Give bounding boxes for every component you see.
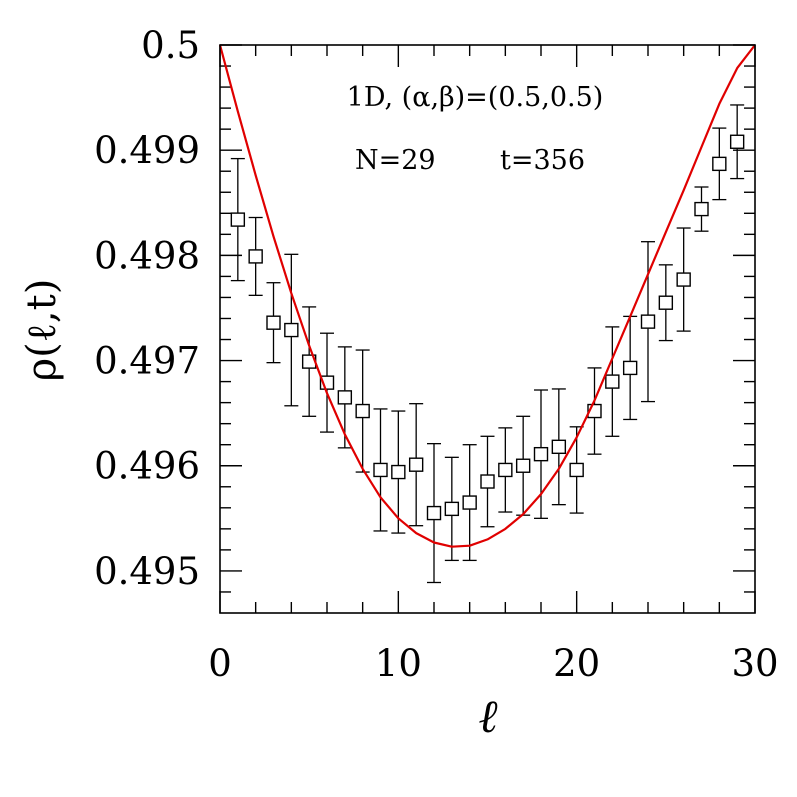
data-point	[569, 462, 584, 478]
error-bar	[551, 388, 566, 506]
data-point	[676, 272, 691, 287]
data-point	[230, 212, 246, 227]
data-point	[373, 462, 388, 478]
data-point	[622, 360, 638, 376]
error-bar	[712, 127, 727, 201]
x-axis-title: ℓ	[478, 689, 498, 743]
ticks-layer	[219, 44, 756, 613]
data-point	[337, 390, 353, 405]
annotation-size: N=29	[355, 145, 436, 176]
error-bar	[427, 443, 441, 584]
data-point	[712, 156, 727, 172]
x-tick-label: 30	[731, 642, 778, 685]
error-bar	[391, 410, 406, 534]
y-tick-label: 0.5	[141, 24, 200, 67]
error-bar	[248, 216, 263, 296]
data-point	[498, 462, 513, 478]
data-point	[640, 314, 656, 329]
error-bar	[373, 408, 388, 532]
data-point	[480, 474, 495, 489]
data-point	[533, 446, 549, 462]
error-bar	[337, 346, 352, 449]
error-bar	[355, 349, 370, 473]
data-point	[355, 403, 370, 419]
fit-curve-layer	[218, 44, 756, 548]
error-bar	[480, 435, 495, 528]
error-bar	[498, 427, 513, 513]
data-point	[605, 374, 620, 389]
data-point	[266, 315, 281, 330]
error-bar	[694, 186, 709, 232]
error-bar	[641, 241, 655, 403]
data-point	[587, 403, 602, 419]
x-tick-label: 20	[553, 642, 600, 685]
error-bar	[409, 403, 424, 527]
data-point	[444, 501, 460, 517]
y-tick-label: 0.498	[94, 234, 200, 277]
data-point	[729, 134, 745, 149]
error-bar	[730, 104, 745, 180]
tick-labels-layer: 0 10 20 30 0.495 0.496 0.497 0.498 0.499 0.5	[94, 24, 778, 685]
error-bar	[676, 227, 691, 332]
plot-frame	[219, 44, 756, 614]
data-points-layer	[230, 134, 745, 521]
data-point	[284, 322, 299, 338]
fit-curve	[218, 44, 756, 548]
data-point	[551, 439, 567, 455]
data-point	[319, 375, 335, 390]
error-bar	[462, 444, 477, 562]
data-point	[391, 464, 406, 480]
error-bars-layer	[230, 104, 745, 584]
annotation-time: t=356	[500, 145, 585, 176]
error-bar	[516, 415, 531, 516]
data-point	[408, 457, 424, 472]
error-bar	[284, 253, 299, 407]
data-point	[658, 295, 674, 310]
x-tick-label: 0	[208, 642, 232, 685]
error-bar	[230, 157, 245, 282]
data-point	[694, 201, 709, 217]
y-tick-label: 0.499	[94, 129, 200, 172]
x-tick-label: 10	[375, 642, 422, 685]
error-bar	[444, 456, 459, 562]
y-tick-label: 0.496	[94, 445, 200, 488]
data-point	[462, 495, 477, 510]
error-bar	[266, 282, 281, 364]
data-point	[248, 249, 263, 264]
y-tick-label: 0.497	[94, 340, 200, 383]
y-tick-label: 0.495	[94, 550, 200, 593]
error-bar	[534, 389, 548, 519]
y-axis-title: ρ(ℓ,t)	[19, 279, 65, 382]
error-bar	[320, 332, 334, 433]
error-bar	[605, 326, 620, 437]
annotation-model: 1D, (α,β)=(0.5,0.5)	[347, 82, 604, 113]
error-bar	[658, 264, 673, 342]
data-point	[515, 458, 531, 473]
data-point	[426, 505, 442, 521]
